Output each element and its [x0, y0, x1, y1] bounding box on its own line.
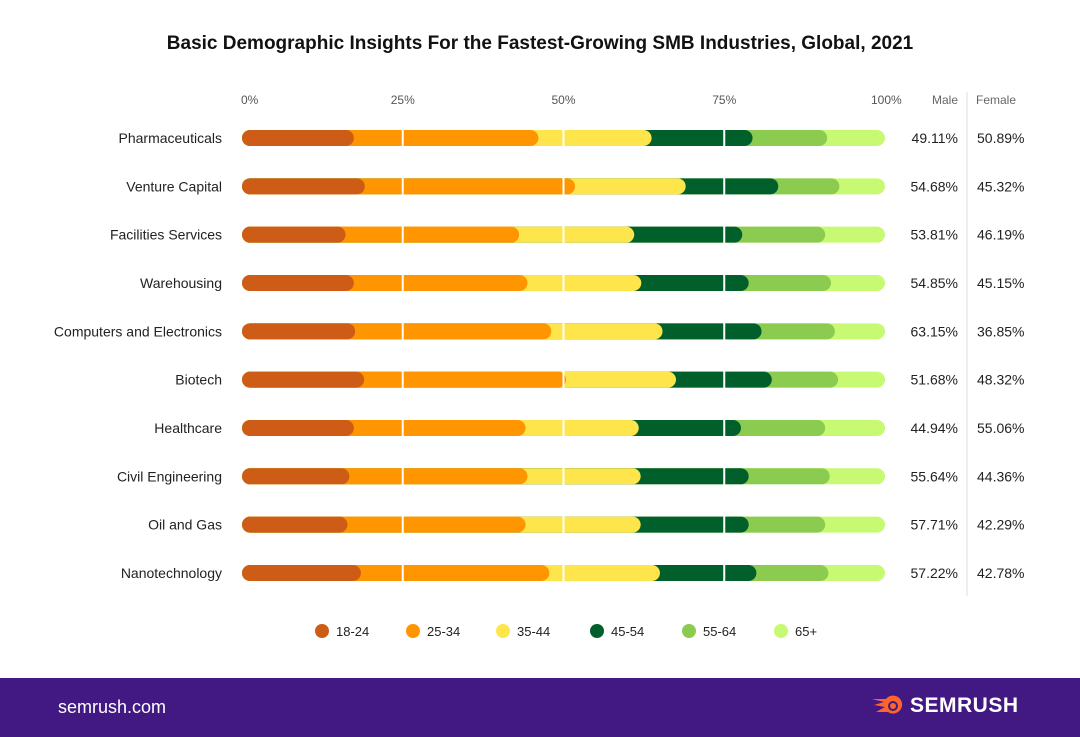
category-label: Nanotechnology — [121, 565, 222, 581]
category-label: Oil and Gas — [148, 517, 222, 533]
male-value: 44.94% — [911, 420, 958, 436]
bar-segment-18-24 — [242, 371, 365, 388]
male-value: 49.11% — [912, 130, 958, 146]
x-tick-label: 25% — [391, 93, 415, 107]
category-label: Pharmaceuticals — [119, 130, 223, 146]
bar-segment-18-24 — [242, 564, 361, 581]
female-value: 55.06% — [977, 420, 1024, 436]
legend-marker-45-54 — [590, 624, 604, 638]
x-tick-label: 0% — [241, 93, 259, 107]
x-tick-label: 75% — [712, 93, 736, 107]
category-label: Warehousing — [140, 275, 222, 291]
legend-marker-55-64 — [682, 624, 696, 638]
legend-label: 65+ — [795, 624, 817, 639]
male-value: 55.64% — [911, 468, 958, 484]
semrush-comet-icon — [872, 695, 903, 714]
legend-label: 45-54 — [611, 624, 644, 639]
female-value: 48.32% — [977, 372, 1024, 388]
site-link[interactable]: semrush.com — [58, 697, 167, 717]
bar-segment-18-24 — [242, 419, 354, 436]
brand-name: SEMRUSH — [910, 694, 1019, 717]
legend-marker-18-24 — [315, 624, 329, 638]
legend-marker-25-34 — [406, 624, 420, 638]
female-header: Female — [976, 93, 1016, 107]
category-label: Facilities Services — [110, 227, 222, 243]
legend-label: 55-64 — [703, 624, 736, 639]
bar-segment-18-24 — [242, 274, 354, 291]
x-tick-label: 50% — [552, 93, 576, 107]
legend-marker-65+ — [774, 624, 788, 638]
female-value: 46.19% — [977, 227, 1024, 243]
bar-segment-18-24 — [242, 130, 354, 146]
female-value: 36.85% — [977, 323, 1024, 339]
legend-marker-35-44 — [496, 624, 510, 638]
female-value: 42.78% — [977, 565, 1024, 581]
male-header: Male — [932, 93, 958, 107]
chart: 0% 25% 50% 75% 100% Male Female Pharmaceuticals… — [54, 92, 1024, 639]
category-label: Venture Capital — [126, 178, 222, 194]
female-value: 45.32% — [977, 178, 1024, 194]
male-value: 57.22% — [911, 565, 958, 581]
male-value: 54.68% — [911, 178, 958, 194]
semrush-logo: SEMRUSH — [870, 694, 1019, 718]
male-value: 63.15% — [911, 323, 958, 339]
bar-segment-18-24 — [242, 468, 350, 485]
female-value: 44.36% — [977, 468, 1024, 484]
bar-segment-18-24 — [242, 226, 346, 243]
category-label: Computers and Electronics — [54, 323, 222, 339]
male-value: 53.81% — [911, 227, 958, 243]
female-value: 45.15% — [977, 275, 1024, 291]
category-label: Healthcare — [154, 420, 222, 436]
bar-segment-18-24 — [242, 178, 365, 195]
category-label: Civil Engineering — [117, 468, 222, 484]
legend-label: 25-34 — [427, 624, 460, 639]
bar-segment-18-24 — [242, 323, 356, 340]
chart-title: Basic Demographic Insights For the Faste… — [166, 33, 914, 54]
female-value: 42.29% — [977, 517, 1024, 533]
male-value: 57.71% — [911, 517, 958, 533]
legend-label: 35-44 — [517, 624, 550, 639]
male-value: 51.68% — [911, 372, 958, 388]
x-tick-label: 100% — [871, 93, 902, 107]
bar-segment-18-24 — [242, 516, 348, 533]
legend-label: 18-24 — [336, 624, 369, 639]
category-label: Biotech — [175, 372, 222, 388]
female-value: 50.89% — [977, 130, 1024, 146]
footer: semrush.com SEMRUSH — [0, 678, 1080, 737]
male-value: 54.85% — [911, 275, 958, 291]
